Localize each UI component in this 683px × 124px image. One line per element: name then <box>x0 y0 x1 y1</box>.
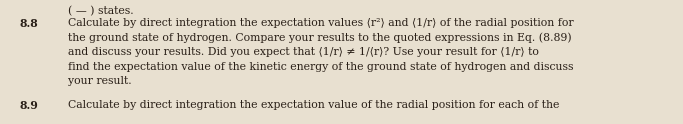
Text: Calculate by direct integration the expectation values ⟨r²⟩ and ⟨1/r⟩ of the rad: Calculate by direct integration the expe… <box>68 18 574 28</box>
Text: 8.8: 8.8 <box>19 18 38 29</box>
Text: find the expectation value of the kinetic energy of the ground state of hydrogen: find the expectation value of the kineti… <box>68 62 574 72</box>
Text: ( — ) states.: ( — ) states. <box>68 6 134 16</box>
Text: the ground state of hydrogen. Compare your results to the quoted expressions in : the ground state of hydrogen. Compare yo… <box>68 32 572 43</box>
Text: your result.: your result. <box>68 76 132 86</box>
Text: and discuss your results. Did you expect that ⟨1/r⟩ ≠ 1/⟨r⟩? Use your result for: and discuss your results. Did you expect… <box>68 47 539 57</box>
Text: Calculate by direct integration the expectation value of the radial position for: Calculate by direct integration the expe… <box>68 100 559 110</box>
Text: 8.9: 8.9 <box>19 100 38 111</box>
